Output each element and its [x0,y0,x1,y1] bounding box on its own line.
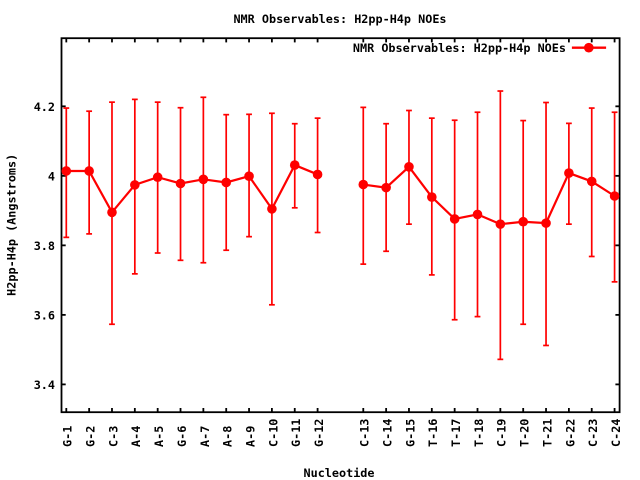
x-tick-label: G-22 [563,419,577,447]
y-tick-label: 4 [48,169,55,183]
data-series-layer [61,90,620,361]
x-tick-label: A-9 [243,426,257,447]
data-point [358,179,369,190]
legend-point-sample [584,42,594,53]
x-tick-label: C-23 [586,419,600,447]
x-tick-label: T-17 [449,419,463,447]
data-point [312,169,323,180]
data-point [175,178,186,189]
x-tick-label: G-11 [289,419,303,447]
x-tick-label: C-3 [106,426,120,447]
x-tick-label: A-8 [221,426,235,447]
data-point [289,160,300,170]
chart-title: NMR Observables: H2pp-H4p NOEs [233,12,446,26]
data-point [541,218,551,228]
x-tick-label: C-19 [495,419,509,447]
data-point [130,180,140,190]
data-point [198,174,209,185]
x-tick-label: A-4 [129,426,143,447]
x-tick-label: T-20 [518,419,532,447]
legend-label: NMR Observables: H2pp-H4p NOEs [353,41,566,55]
data-point [427,192,437,202]
data-point [221,177,232,188]
data-point [381,182,391,193]
data-point [404,162,414,172]
x-tick-label: G-2 [84,426,98,447]
data-point [564,168,574,178]
data-point [107,207,117,218]
data-point [472,209,483,220]
data-point [84,166,94,176]
data-point [518,216,528,227]
y-tick-label: 3.8 [34,239,55,253]
y-axis-label: H2pp-H4p (Angstroms) [5,154,19,296]
data-point [61,166,72,176]
y-tick-label: 4.2 [34,100,55,114]
x-tick-label: T-18 [472,419,486,447]
data-point [267,204,277,214]
x-tick-label: A-7 [198,426,212,447]
x-tick-label: A-5 [152,426,166,447]
y-tick-label: 3.6 [34,308,55,322]
legend-key-sample [571,42,607,53]
x-tick-label: C-24 [609,419,623,447]
x-tick-label: T-21 [540,419,554,447]
data-line [66,163,319,215]
data-point [244,171,254,181]
x-tick-label: G-1 [61,426,75,447]
data-point [495,219,506,229]
data-point [449,214,460,224]
data-line [363,165,616,226]
data-point [586,176,597,187]
x-tick-label: C-10 [266,419,280,447]
x-tick-label: T-16 [426,419,440,447]
x-tick-label: C-13 [358,419,372,447]
data-point [152,172,163,183]
x-axis-label: Nucleotide [303,466,374,480]
plot-border [60,37,621,414]
x-tick-label: G-12 [312,419,326,447]
x-tick-label: G-6 [175,426,189,447]
data-point [609,191,620,201]
y-tick-label: 3.4 [34,378,55,392]
tick-label-layer: 3.4 3.6 3.8 4 4.2 G-1 G-2 C-3 A-4 A-5 G-6 A-7 A-8 A-9… [34,100,623,447]
axes-layer [60,37,621,414]
x-tick-label: G-15 [403,419,417,447]
x-tick-label: C-14 [381,419,395,447]
